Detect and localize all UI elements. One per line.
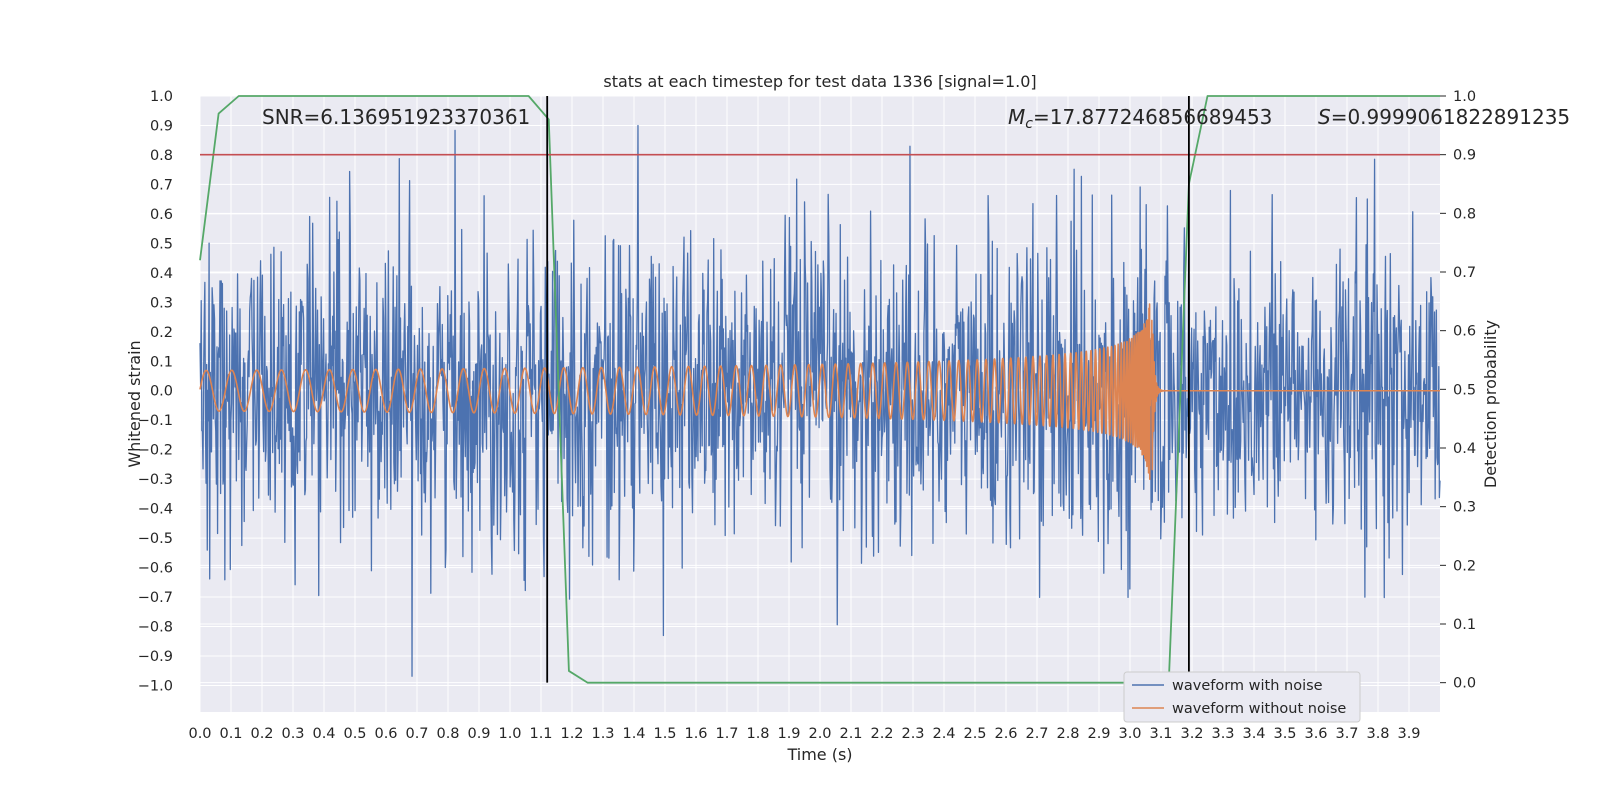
series-waveform-with-noise [199, 124, 1441, 677]
y-tick-label: 0.5 [150, 236, 173, 252]
x-tick-label: 1.3 [591, 726, 614, 742]
x-tick-label: 2.5 [963, 726, 986, 742]
y-tick-label: −0.8 [138, 620, 173, 636]
x-tick-label: 3.8 [1366, 726, 1389, 742]
x-tick-label: 3.5 [1273, 726, 1296, 742]
legend-box [1123, 671, 1361, 723]
chirp-mass-annotation: Mc=17.877246856689453 [1008, 105, 1272, 132]
x-tick-label: 0.5 [343, 726, 366, 742]
x-tick-label: 3.7 [1335, 726, 1358, 742]
y2-tick-label: 1.0 [1453, 89, 1476, 105]
y-tick-label: −0.5 [138, 531, 173, 547]
detection-score-annotation: S=0.9999061822891235 [1318, 105, 1570, 129]
y-tick-label: −0.7 [138, 590, 173, 606]
legend-label-waveform-without-noise: waveform without noise [1172, 701, 1346, 717]
y-tick-label: 0.8 [150, 148, 173, 164]
x-tick-label: 2.7 [1025, 726, 1048, 742]
x-tick-label: 0.7 [405, 726, 428, 742]
x-tick-label: 2.9 [1087, 726, 1110, 742]
y-tick-label: −0.2 [138, 443, 173, 459]
series-detection-probability [199, 95, 1440, 684]
y2-axis-label: Detection probability [1481, 320, 1500, 488]
detection-score-value: =0.9999061822891235 [1331, 105, 1570, 129]
y2-tick-label: 0.6 [1453, 324, 1476, 340]
y-axis-ticks: 1.0 0.9 0.8 0.7 0.6 0.5 0.4 0.3 0.2 0.1 0.0 −0.1 −0.… [138, 89, 173, 694]
y2-tick-label: 0.7 [1453, 265, 1476, 281]
detection-score-symbol: S [1318, 105, 1331, 129]
y-tick-label: −1.0 [138, 678, 173, 694]
x-tick-label: 1.7 [715, 726, 738, 742]
x-tick-label: 2.4 [932, 726, 955, 742]
y-tick-label: 0.3 [150, 295, 173, 311]
y-tick-label: 0.0 [150, 384, 173, 400]
x-tick-label: 3.1 [1149, 726, 1172, 742]
x-axis-label: Time (s) [786, 745, 852, 764]
chirp-mass-symbol: M [1008, 105, 1025, 129]
x-tick-label: 0.0 [188, 726, 211, 742]
x-tick-label: 0.3 [281, 726, 304, 742]
y2-tick-label: 0.4 [1453, 441, 1476, 457]
x-tick-label: 2.6 [994, 726, 1017, 742]
y-tick-label: −0.4 [138, 502, 173, 518]
snr-annotation: SNR=6.136951923370361 [262, 105, 530, 129]
x-axis-ticks: 0.0 0.1 0.2 0.3 0.4 0.5 0.6 0.7 0.8 0.9 1.0 1.1 1.2 1… [188, 726, 1420, 742]
x-tick-label: 1.2 [560, 726, 583, 742]
x-tick-label: 3.0 [1118, 726, 1141, 742]
x-tick-label: 2.8 [1056, 726, 1079, 742]
x-tick-label: 1.8 [746, 726, 769, 742]
y-axis-label: Whitened strain [125, 340, 144, 467]
overlay-layer [199, 95, 1440, 684]
y-tick-label: 0.4 [150, 266, 173, 282]
y-tick-label: 0.1 [150, 354, 173, 370]
x-tick-label: 3.6 [1304, 726, 1327, 742]
series-waveform-without-noise [199, 303, 1441, 480]
y-tick-label: −0.6 [138, 561, 173, 577]
x-tick-label: 1.5 [653, 726, 676, 742]
y2-tick-label: 0.9 [1453, 148, 1476, 164]
y-tick-label: −0.9 [138, 649, 173, 665]
chirp-mass-subscript: c [1025, 116, 1033, 132]
x-tick-label: 0.6 [374, 726, 397, 742]
x-tick-label: 1.1 [529, 726, 552, 742]
y2-tick-label: 0.2 [1453, 558, 1476, 574]
x-tick-label: 0.4 [312, 726, 335, 742]
y-tick-label: 0.6 [150, 207, 173, 223]
x-tick-label: 3.9 [1397, 726, 1420, 742]
x-tick-label: 1.4 [622, 726, 645, 742]
y-tick-label: 0.2 [150, 325, 173, 341]
series-layer [199, 124, 1441, 677]
x-tick-label: 0.2 [250, 726, 273, 742]
y2-tick-label: 0.3 [1453, 500, 1476, 516]
y-tick-label: −0.3 [138, 472, 173, 488]
x-tick-label: 3.4 [1242, 726, 1265, 742]
y2-tick-label: 0.0 [1453, 676, 1476, 692]
y-tick-label: 1.0 [150, 89, 173, 105]
y2-tick-label: 0.1 [1453, 617, 1476, 633]
y-tick-label: 0.9 [150, 118, 173, 134]
x-tick-label: 0.9 [467, 726, 490, 742]
y2-tick-label: 0.5 [1453, 382, 1476, 398]
x-tick-label: 0.1 [219, 726, 242, 742]
legend-label-waveform-with-noise: waveform with noise [1172, 678, 1323, 694]
x-tick-label: 2.1 [839, 726, 862, 742]
y-tick-label: 0.7 [150, 177, 173, 193]
y2-tick-label: 0.8 [1453, 206, 1476, 222]
chart-title: stats at each timestep for test data 133… [603, 72, 1036, 91]
x-tick-label: 1.9 [777, 726, 800, 742]
x-tick-label: 2.2 [870, 726, 893, 742]
chirp-mass-value: =17.877246856689453 [1033, 105, 1272, 129]
x-tick-label: 2.0 [808, 726, 831, 742]
x-tick-label: 3.3 [1211, 726, 1234, 742]
y-tick-label: −0.1 [138, 413, 173, 429]
x-tick-label: 2.3 [901, 726, 924, 742]
y2-axis-ticks: 1.0 0.9 0.8 0.7 0.6 0.5 0.4 0.3 0.2 0.1 0.0 [1440, 89, 1476, 692]
x-tick-label: 0.8 [436, 726, 459, 742]
legend: waveform with noise waveform without noi… [1123, 671, 1361, 723]
x-tick-label: 3.2 [1180, 726, 1203, 742]
x-tick-label: 1.0 [498, 726, 521, 742]
x-tick-label: 1.6 [684, 726, 707, 742]
